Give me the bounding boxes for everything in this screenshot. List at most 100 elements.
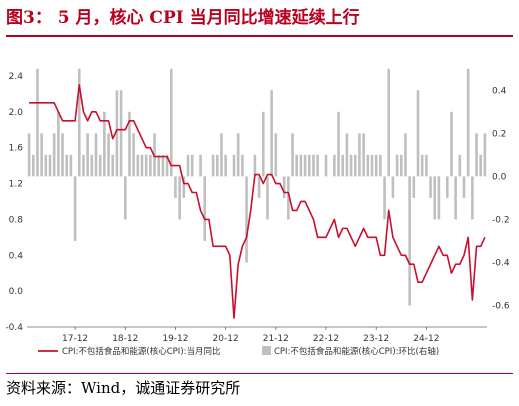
- mom-bar: [57, 111, 60, 177]
- mom-bar: [374, 154, 378, 177]
- mom-bar: [220, 133, 223, 177]
- mom-bar: [190, 154, 194, 177]
- left-tick-label: 2.4: [9, 72, 24, 82]
- mom-bar: [224, 154, 227, 177]
- mom-bar: [437, 176, 441, 220]
- mom-bar: [399, 154, 403, 177]
- mom-bar: [119, 90, 123, 177]
- mom-bar: [52, 133, 56, 177]
- mom-bar: [287, 176, 290, 220]
- right-tick-label: -0.4: [492, 258, 510, 268]
- x-tick-label: 19-12: [162, 334, 188, 344]
- mom-bar: [466, 68, 470, 177]
- mom-bar: [103, 111, 106, 177]
- legend-bar-marker: [262, 346, 271, 355]
- mom-bar: [186, 154, 190, 177]
- legend-label: CPI:不包括食品和能源(核心CPI):环比(右轴): [274, 346, 439, 357]
- mom-bar: [341, 154, 345, 177]
- mom-bar: [408, 176, 411, 306]
- mom-bar: [295, 154, 299, 177]
- mom-bar: [266, 176, 269, 220]
- mom-bar: [174, 176, 177, 198]
- mom-bar: [362, 133, 365, 177]
- mom-bar: [203, 176, 207, 241]
- mom-bar: [483, 133, 487, 177]
- mom-bar: [337, 111, 340, 177]
- mom-bar: [425, 154, 428, 177]
- mom-bar: [115, 90, 119, 177]
- yoy-line: [29, 84, 486, 319]
- mom-bar: [199, 154, 202, 177]
- mom-bar: [379, 154, 382, 177]
- right-tick-label: 0.0: [492, 172, 507, 182]
- mom-bar: [299, 154, 303, 177]
- mom-bar: [366, 154, 370, 177]
- mom-bar: [111, 154, 115, 177]
- mom-bar: [73, 176, 77, 241]
- mom-bar: [140, 154, 144, 177]
- mom-bar: [471, 176, 474, 220]
- x-tick-label: 18-12: [112, 334, 138, 344]
- mom-bar: [433, 176, 437, 220]
- mom-bar: [107, 133, 110, 177]
- mom-bar: [136, 154, 140, 177]
- mom-bar: [149, 154, 152, 177]
- mom-bar: [27, 133, 31, 177]
- mom-bar: [291, 133, 294, 177]
- mom-bar: [274, 133, 278, 177]
- mom-bar: [353, 154, 357, 177]
- mom-bar: [420, 154, 424, 177]
- mom-bar: [303, 154, 307, 177]
- mom-bar: [475, 133, 478, 177]
- mom-bar: [358, 133, 361, 177]
- mom-bar: [479, 154, 483, 177]
- x-tick-label: 17-12: [62, 334, 88, 344]
- mom-bar: [157, 154, 161, 177]
- mom-bar: [387, 68, 391, 177]
- mom-bar: [333, 154, 336, 177]
- right-tick-label: -0.6: [492, 302, 510, 312]
- mom-bar: [241, 154, 244, 177]
- mom-bar: [123, 176, 127, 220]
- mom-bar: [86, 133, 89, 177]
- x-tick-label: 23-12: [363, 334, 389, 344]
- mom-bar: [178, 176, 181, 220]
- legend: CPI:不包括食品和能源(核心CPI):当月同比 CPI:不包括食品和能源(核心C…: [38, 346, 439, 357]
- mom-bar: [128, 111, 131, 177]
- mom-bar: [94, 133, 98, 177]
- mom-bar: [257, 176, 261, 198]
- mom-bar: [316, 154, 319, 177]
- mom-bar: [391, 176, 395, 198]
- left-tick-label: 0.4: [9, 251, 24, 261]
- mom-bar: [454, 176, 457, 220]
- mom-bar: [31, 154, 35, 177]
- mom-bar: [450, 111, 453, 177]
- yoy-line-series: [29, 84, 486, 319]
- mom-bar: [349, 154, 353, 177]
- mom-bar: [44, 154, 48, 177]
- chart-title: 图3： 5 月，核心 CPI 当月同比增速延续上行: [6, 8, 360, 28]
- right-tick-label: -0.2: [492, 215, 510, 225]
- mom-bar: [77, 68, 81, 177]
- mom-bar: [245, 176, 248, 263]
- mom-bar: [261, 111, 265, 177]
- mom-bar: [90, 154, 94, 177]
- x-tick-label: 24-12: [413, 334, 439, 344]
- core-cpi-chart: 2.4 2.0 1.6 1.2 0.8 0.4 0.0 -0.4 0.4 0.2 0.0 -0.2 -0…: [5, 68, 510, 357]
- mom-bar: [312, 154, 315, 177]
- mom-bar: [324, 154, 328, 177]
- title-divider: [6, 35, 513, 37]
- mom-bar: [82, 154, 85, 177]
- mom-bar: [36, 68, 39, 177]
- left-tick-label: 2.0: [9, 108, 24, 118]
- mom-bar: [161, 154, 165, 177]
- source-divider: [6, 373, 513, 374]
- mom-bar: [232, 154, 236, 177]
- mom-bar: [69, 154, 73, 177]
- left-tick-label: 0.8: [9, 215, 24, 225]
- mom-bar: [132, 133, 135, 177]
- mom-bar: [61, 133, 64, 177]
- mom-bar: [370, 154, 374, 177]
- mom-bar: [65, 154, 69, 177]
- mom-bar: [345, 133, 349, 177]
